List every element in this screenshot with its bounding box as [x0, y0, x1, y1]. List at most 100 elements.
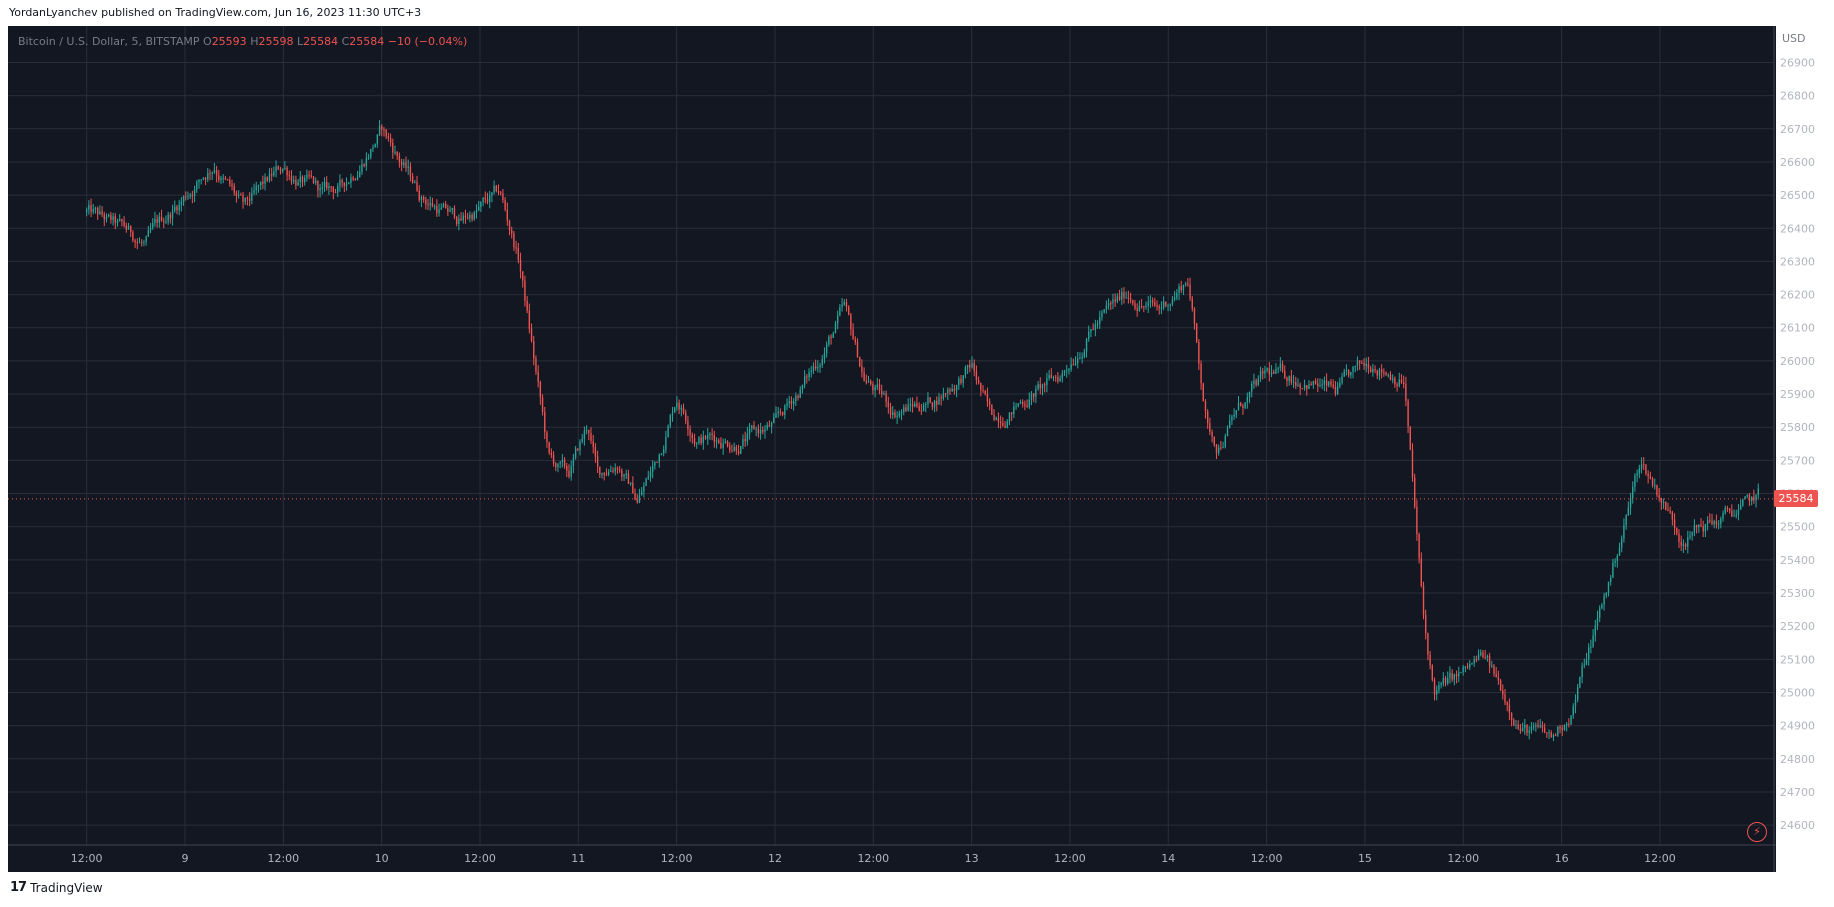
candle-body: [900, 412, 903, 414]
candle-body: [537, 371, 539, 382]
candle-body: [348, 182, 350, 184]
candle-body: [1138, 306, 1141, 311]
candle-body: [488, 195, 491, 203]
candle-body: [1513, 720, 1515, 726]
candle-body: [1552, 734, 1555, 738]
candle-body: [88, 205, 90, 210]
candle-body: [385, 129, 387, 137]
candle-body: [354, 179, 357, 181]
candle-body: [1436, 690, 1438, 695]
candle-body: [691, 434, 694, 439]
candle-body: [493, 186, 495, 193]
candle-body: [1717, 523, 1720, 525]
y-tick-label: 25300: [1780, 587, 1815, 600]
candle-body: [257, 185, 260, 187]
candle-body: [1455, 674, 1458, 677]
candle-body: [1667, 509, 1669, 511]
candle-body: [1618, 547, 1621, 556]
candle-body: [372, 147, 374, 149]
x-tick-label: 12:00: [661, 852, 693, 865]
candle-body: [535, 358, 537, 372]
candle-body: [856, 342, 859, 358]
candle-body: [737, 451, 740, 454]
candle-body: [1123, 291, 1125, 298]
candle-body: [874, 386, 876, 391]
candle-body: [440, 207, 442, 210]
candle-body: [213, 170, 216, 173]
candle-body: [343, 182, 346, 186]
candle-body: [1112, 299, 1114, 304]
candle-body: [643, 485, 645, 492]
candle-body: [557, 463, 559, 468]
candle-body: [1733, 515, 1735, 517]
candle-body: [295, 180, 297, 186]
candle-body: [729, 446, 731, 451]
candle-body: [1178, 286, 1180, 294]
candle-body: [1105, 305, 1108, 310]
candle-body: [1506, 702, 1508, 705]
candle-body: [99, 211, 101, 215]
candle-body: [248, 199, 251, 201]
candle-body: [1495, 673, 1497, 678]
candle-body: [1037, 384, 1039, 390]
candle-body: [1308, 384, 1310, 390]
candle-body: [1649, 476, 1652, 479]
candle-body: [1614, 560, 1616, 563]
candle-body: [632, 482, 634, 494]
candle-body: [1317, 383, 1319, 387]
candle-body: [1453, 674, 1456, 680]
candle-body: [1572, 706, 1574, 716]
candle-body: [451, 207, 453, 210]
candle-body: [1114, 299, 1116, 302]
candle-body: [312, 176, 315, 183]
candle-body: [1396, 384, 1398, 387]
candle-body: [519, 259, 522, 272]
low-label: L: [296, 35, 304, 48]
candle-body: [770, 422, 773, 427]
x-tick-label: 10: [375, 852, 389, 865]
candle-body: [1402, 382, 1405, 385]
candle-body: [1643, 464, 1645, 466]
candle-body: [1132, 299, 1134, 304]
candle-body: [614, 468, 616, 472]
candle-body: [284, 167, 286, 169]
lightning-icon[interactable]: ⚡: [1747, 822, 1767, 842]
candle-body: [1035, 389, 1037, 397]
candle-body: [973, 363, 975, 372]
candle-body: [103, 214, 105, 220]
candle-body: [1268, 368, 1271, 375]
candle-body: [1248, 391, 1251, 398]
candle-body: [825, 344, 828, 354]
candle-body: [1200, 363, 1202, 384]
candle-body: [178, 204, 180, 211]
candle-body: [1215, 444, 1218, 454]
candle-body: [1625, 514, 1627, 526]
candle-body: [1704, 523, 1707, 532]
candle-body: [233, 186, 235, 193]
candle-body: [85, 209, 88, 212]
candle-body: [850, 314, 852, 330]
candle-body: [1530, 726, 1533, 731]
candle-body: [1019, 402, 1022, 404]
candle-body: [1193, 308, 1196, 324]
candle-body: [1521, 727, 1524, 731]
candle-body: [964, 367, 967, 376]
candle-body: [1339, 382, 1341, 387]
candle-body: [689, 429, 691, 435]
candle-body: [1634, 475, 1636, 487]
candle-body: [1295, 382, 1297, 386]
candle-body: [1363, 363, 1365, 366]
candle-body: [464, 215, 467, 218]
candle-body: [1570, 715, 1572, 725]
candle-body: [918, 406, 920, 411]
candle-body: [599, 466, 601, 475]
candle-body: [211, 172, 213, 174]
candle-body: [1656, 485, 1658, 495]
candle-body: [1356, 360, 1359, 366]
chart-frame[interactable]: [8, 26, 1776, 872]
candle-body: [1092, 328, 1094, 330]
candle-body: [843, 302, 845, 305]
candle-body: [1394, 378, 1396, 385]
candle-body: [669, 415, 671, 427]
